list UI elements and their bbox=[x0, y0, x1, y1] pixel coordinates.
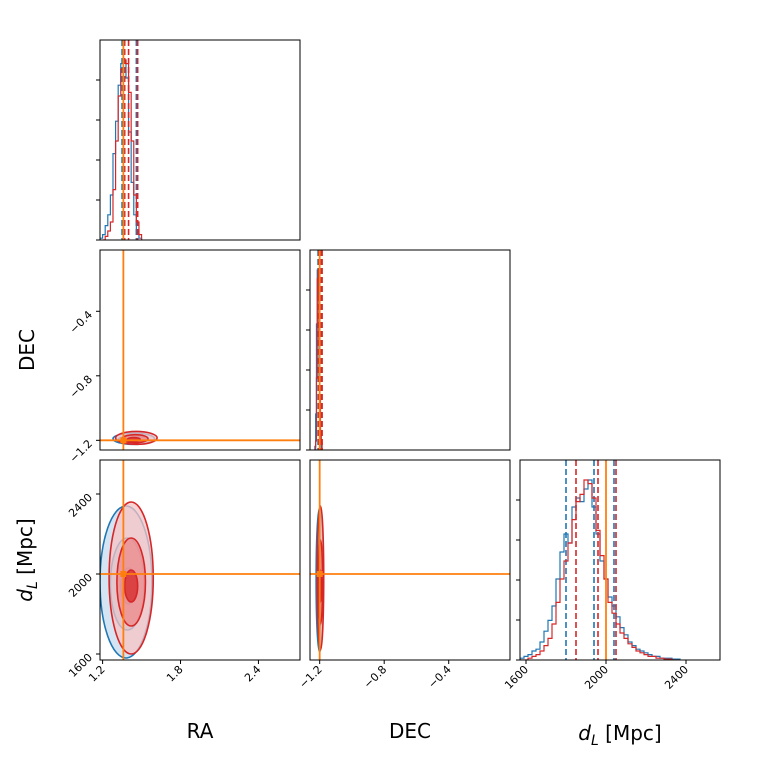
xtick-label-RA-2: 2.4 bbox=[242, 663, 264, 685]
histogram-series_blue-dL bbox=[520, 479, 681, 660]
xtick-label-RA-0: 1.2 bbox=[86, 663, 108, 685]
xtick-label-dL-0: 1600 bbox=[502, 663, 531, 692]
ylabel-dec: DEC bbox=[15, 329, 39, 371]
xtick-label-DEC-2: −0.4 bbox=[426, 663, 454, 691]
ytick-label-dL-1: 2000 bbox=[66, 571, 95, 600]
panel-DEC-vs-dL-plot-area bbox=[310, 460, 510, 660]
panel-dL-hist-plot-area bbox=[520, 460, 681, 660]
panel-frame-RA-DEC bbox=[99, 249, 301, 451]
panel-frame-RA-RA bbox=[99, 39, 301, 241]
histogram-series_red-dL bbox=[520, 479, 680, 660]
panel-DEC-hist-plot-area bbox=[314, 250, 323, 450]
contour-series_red-RA-dL-level-3 bbox=[123, 569, 139, 603]
ytick-label-dL-2: 2400 bbox=[66, 491, 95, 520]
panel-RA-vs-dL-plot-area bbox=[100, 460, 300, 660]
panel-frame-RA-dL bbox=[99, 459, 301, 661]
xlabel-dec: DEC bbox=[389, 719, 431, 743]
truth-marker-RA-dL bbox=[120, 571, 127, 577]
ytick-label-DEC-0: −1.2 bbox=[67, 437, 95, 465]
panel-RA-vs-DEC-plot-area bbox=[100, 250, 300, 450]
truth-marker-RA-DEC bbox=[120, 437, 127, 444]
truth-marker-DEC-dL bbox=[316, 571, 323, 577]
panel-frame-DEC-DEC bbox=[309, 249, 511, 451]
ytick-label-DEC-1: −0.8 bbox=[67, 373, 95, 401]
panel-frame-dL-dL bbox=[519, 459, 721, 661]
xtick-label-DEC-1: −0.8 bbox=[361, 663, 389, 691]
xlabel-dl: dL [Mpc] bbox=[578, 721, 661, 749]
panel-RA-hist-plot-area bbox=[100, 40, 143, 240]
xtick-label-dL-1: 2000 bbox=[582, 663, 611, 692]
panel-frame-DEC-dL bbox=[309, 459, 511, 661]
xtick-label-DEC-0: −1.2 bbox=[297, 663, 325, 691]
xtick-label-RA-1: 1.8 bbox=[164, 663, 186, 685]
xlabel-ra: RA bbox=[187, 719, 214, 743]
xtick-label-dL-2: 2400 bbox=[662, 663, 691, 692]
ytick-label-DEC-2: −0.4 bbox=[67, 308, 95, 336]
ylabel-dl: dL [Mpc] bbox=[13, 518, 41, 601]
